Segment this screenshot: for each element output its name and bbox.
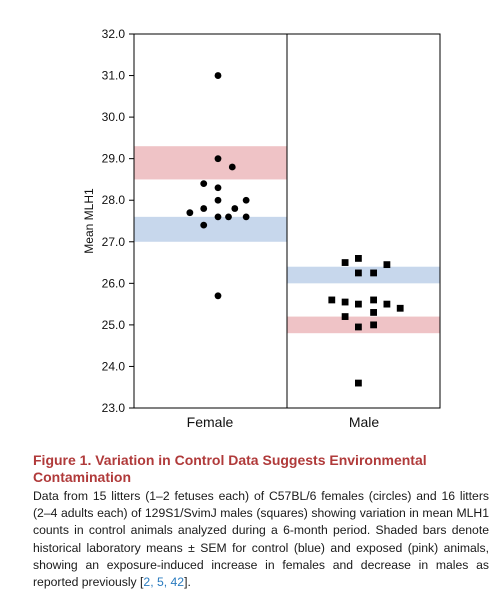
female-data-point bbox=[200, 180, 208, 188]
male-data-point bbox=[355, 323, 362, 331]
female-data-point bbox=[214, 155, 222, 163]
y-tick-label: 24.0 bbox=[102, 359, 126, 373]
female-data-point bbox=[186, 209, 194, 217]
y-tick-label: 29.0 bbox=[102, 152, 126, 166]
female-data-point bbox=[214, 184, 222, 192]
male-data-point bbox=[341, 298, 349, 306]
male-data-point bbox=[370, 296, 377, 304]
male-data-point bbox=[341, 313, 349, 320]
male-exposed-band bbox=[287, 316, 440, 334]
male-data-point bbox=[355, 255, 362, 262]
reference-links[interactable]: 2, 5, 42 bbox=[143, 575, 185, 590]
points-layer bbox=[186, 72, 404, 387]
female-data-point bbox=[214, 213, 222, 221]
female-data-point bbox=[214, 72, 222, 79]
male-data-point bbox=[328, 296, 336, 304]
female-data-point bbox=[214, 196, 222, 204]
y-tick-label: 26.0 bbox=[102, 276, 126, 290]
figure-description: Data from 15 litters (1–2 fetuses each) … bbox=[33, 488, 489, 591]
female-data-point bbox=[228, 163, 236, 171]
male-data-point bbox=[396, 304, 404, 312]
female-data-point bbox=[242, 213, 250, 221]
y-tick-label: 23.0 bbox=[102, 401, 126, 415]
male-data-point bbox=[355, 379, 362, 387]
female-data-point bbox=[200, 205, 208, 212]
female-data-point bbox=[200, 221, 208, 229]
male-data-point bbox=[355, 300, 362, 308]
y-tick-label: 28.0 bbox=[102, 193, 126, 207]
y-ticks: 23.0 24.0 25.0 26.0 27.0 28.0 29.0 30.0 31.0 32.0 bbox=[102, 27, 134, 415]
female-data-point bbox=[242, 196, 250, 204]
female-data-point bbox=[214, 292, 222, 300]
female-data-point bbox=[231, 205, 239, 212]
y-tick-label: 30.0 bbox=[102, 110, 126, 124]
category-label-female: Female bbox=[187, 414, 234, 430]
y-tick-label: 27.0 bbox=[102, 235, 126, 249]
male-data-point bbox=[383, 261, 391, 269]
male-data-point bbox=[370, 321, 377, 329]
figure-description-text: Data from 15 litters (1–2 fetuses each) … bbox=[33, 489, 489, 590]
male-data-point bbox=[355, 269, 362, 277]
female-control-band bbox=[134, 216, 287, 242]
female-data-point bbox=[225, 213, 232, 221]
bands-layer bbox=[134, 146, 440, 334]
figure-description-end: ]. bbox=[184, 575, 191, 590]
male-data-point bbox=[370, 269, 377, 277]
male-data-point bbox=[370, 309, 377, 316]
y-tick-label: 32.0 bbox=[102, 27, 126, 41]
y-axis-title: Mean MLH1 bbox=[82, 188, 96, 254]
y-tick-label: 31.0 bbox=[102, 69, 126, 83]
y-tick-label: 25.0 bbox=[102, 318, 126, 332]
figure-title: Figure 1. Variation in Control Data Sugg… bbox=[33, 452, 427, 485]
male-data-point bbox=[341, 259, 349, 266]
male-control-band bbox=[287, 266, 440, 284]
figure-caption: Figure 1. Variation in Control Data Sugg… bbox=[33, 452, 489, 591]
male-data-point bbox=[383, 300, 391, 308]
category-label-male: Male bbox=[349, 414, 380, 430]
female-exposed-band bbox=[134, 146, 287, 180]
mlh1-chart: 23.0 24.0 25.0 26.0 27.0 28.0 29.0 30.0 31.0 32.0… bbox=[82, 27, 441, 430]
